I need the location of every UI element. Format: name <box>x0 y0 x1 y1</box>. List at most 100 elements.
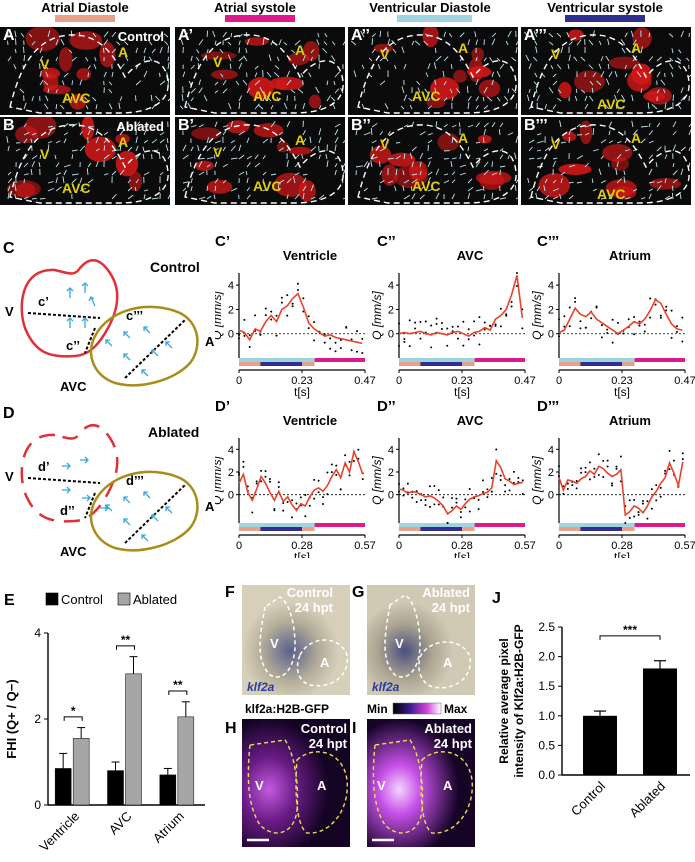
scatter-point <box>326 472 328 474</box>
scatter-point <box>322 496 324 498</box>
micro-label-a: A <box>631 130 641 146</box>
scatter-point <box>407 483 409 485</box>
scatter-point <box>665 306 667 308</box>
y-axis-label: Q [mm/s] <box>530 456 544 505</box>
scatter-point <box>430 346 432 348</box>
y-tick-label: 0 <box>228 490 234 502</box>
x-tick-label: 0 <box>236 375 242 387</box>
y-tick-label: 0 <box>388 329 394 341</box>
scatter-point <box>682 452 684 454</box>
scatter-point <box>322 503 324 505</box>
phase-strip-atrial-systole <box>635 523 685 527</box>
scatter-point <box>516 272 518 274</box>
scatter-point <box>462 321 464 323</box>
scatter-point <box>660 317 662 319</box>
scatter-point <box>452 326 454 328</box>
panel-F-a-label: A <box>320 655 330 670</box>
micro-label-a: A <box>458 130 468 146</box>
red-signal-blob <box>574 70 605 92</box>
scatter-point <box>612 319 614 321</box>
micro-label-v: V <box>551 136 561 152</box>
y-axis-label-line1: Relative average pixel <box>497 638 511 763</box>
flow-chart-panel-label: C’’ <box>377 233 396 250</box>
scatter-point <box>464 498 466 500</box>
micro-label-v: V <box>380 46 390 62</box>
scatter-point <box>430 325 432 327</box>
y-tick-label: 2.0 <box>538 650 555 664</box>
scatter-point <box>441 328 443 330</box>
scatter-point <box>276 335 278 337</box>
scatter-point <box>500 475 502 477</box>
series-line <box>239 294 362 344</box>
x-tick-label: 0.47 <box>514 375 535 387</box>
scatter-point <box>446 345 448 347</box>
scatter-point <box>611 485 613 487</box>
scatter-point <box>671 310 673 312</box>
scatter-point <box>633 499 635 501</box>
scatter-point <box>345 327 347 329</box>
scatter-point <box>436 323 438 325</box>
scatter-point <box>642 503 644 505</box>
schematic-C-avc-label: AVC <box>60 379 87 394</box>
y-tick-label: 0.5 <box>538 738 555 752</box>
scatter-point <box>326 493 328 495</box>
scatter-point <box>469 488 471 490</box>
scatter-point <box>331 471 333 473</box>
red-signal-blob <box>479 80 501 98</box>
scatter-point <box>522 493 524 495</box>
scatter-point <box>676 331 678 333</box>
scatter-point <box>361 338 363 340</box>
scatter-point <box>238 337 240 339</box>
x-tick-label: 0.57 <box>674 540 695 552</box>
scatter-point <box>243 319 245 321</box>
scatter-point <box>478 316 480 318</box>
micro-label-a: A <box>295 132 305 148</box>
flow-chart-panel-label: D’ <box>215 398 230 415</box>
scatter-point <box>602 476 604 478</box>
scatter-point <box>580 472 582 474</box>
scatter-point <box>671 337 673 339</box>
red-signal-blob <box>226 120 249 133</box>
micro-label-a: A <box>295 42 305 58</box>
red-signal-blob <box>288 147 312 155</box>
scatter-point <box>416 501 418 503</box>
scatter-point <box>419 338 421 340</box>
y-tick-label: 2.5 <box>538 620 555 634</box>
x-tick-label: 0 <box>396 540 402 552</box>
phase-bar-atrial-systole <box>225 15 295 22</box>
scatter-point <box>441 322 443 324</box>
scatter-point <box>521 327 523 329</box>
flow-chart-title: Atrium <box>609 248 651 263</box>
phase-bar-atrial-diastole <box>55 15 115 22</box>
panel-label-J: J <box>492 590 501 607</box>
x-axis-label: t[s] <box>614 385 630 399</box>
y-axis-label: Q [mm/s] <box>370 456 384 505</box>
scatter-point <box>522 479 524 481</box>
micro-panel-label: A’’’ <box>524 27 547 45</box>
y-tick-label: 4 <box>228 280 234 292</box>
scatter-point <box>414 327 416 329</box>
micro-label-a: A <box>458 40 468 56</box>
panel-I-time: 24 hpt <box>434 736 473 751</box>
phase-strip-ventricular-diastole <box>399 523 475 527</box>
panel-F-condition: Control <box>287 585 333 600</box>
scatter-point <box>495 325 497 327</box>
scatter-point <box>617 322 619 324</box>
panel-label-C: C <box>3 240 15 257</box>
x-tick-label: 0.47 <box>674 375 695 387</box>
scatter-point <box>409 345 411 347</box>
micro-label-v: V <box>380 136 390 152</box>
scatter-point <box>356 330 358 332</box>
scatter-point <box>304 494 306 496</box>
category-label: Control <box>568 778 608 818</box>
scatter-point <box>254 314 256 316</box>
scatter-point <box>651 508 653 510</box>
scatter-point <box>457 326 459 328</box>
scatter-point <box>505 313 507 315</box>
scatter-point <box>238 472 240 474</box>
significance-label: ** <box>173 678 183 692</box>
series-line <box>399 275 522 336</box>
